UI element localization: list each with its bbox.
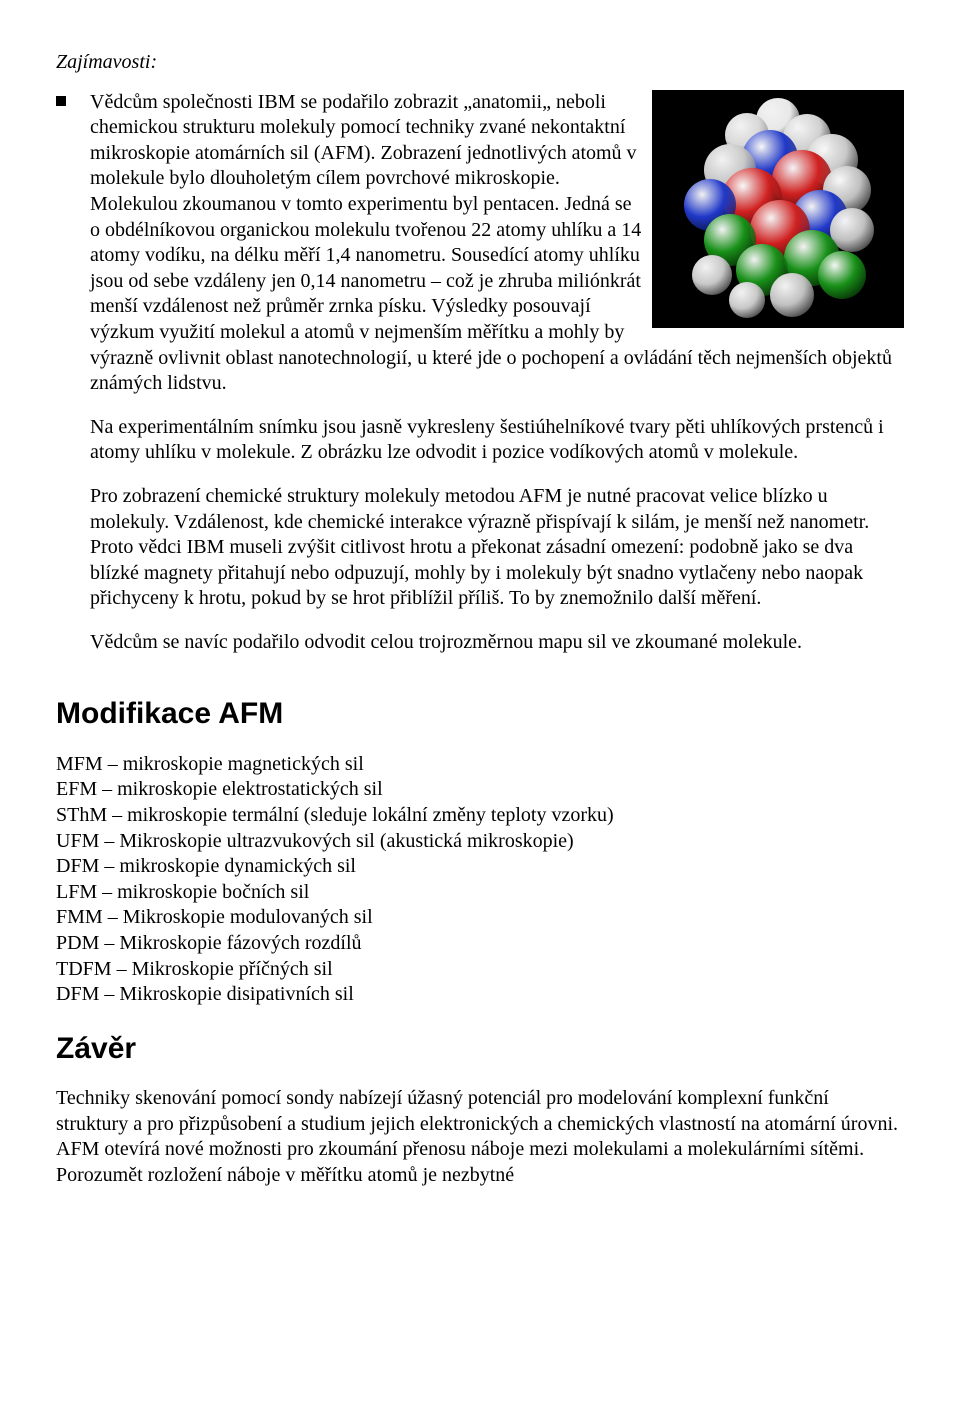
section-title-curiosities: Zajímavosti: xyxy=(56,50,904,76)
bullet-content: Vědcům společnosti IBM se podařilo zobra… xyxy=(90,90,904,674)
atom-sphere xyxy=(692,255,732,295)
list-item: EFM – mikroskopie elektrostatických sil xyxy=(56,777,904,803)
heading-zaver: Závěr xyxy=(56,1030,904,1068)
bullet-item: Vědcům společnosti IBM se podařilo zobra… xyxy=(56,90,904,674)
molecule-illustration xyxy=(652,90,904,328)
paragraph: Na experimentálním snímku jsou jasně vyk… xyxy=(90,415,904,466)
modifikace-list: MFM – mikroskopie magnetických sil EFM –… xyxy=(56,752,904,1008)
paragraph: Pro zobrazení chemické struktury molekul… xyxy=(90,484,904,612)
list-item: FMM – Mikroskopie modulovaných sil xyxy=(56,905,904,931)
list-item: LFM – mikroskopie bočních sil xyxy=(56,880,904,906)
atom-sphere xyxy=(729,282,765,318)
list-item: UFM – Mikroskopie ultrazvukových sil (ak… xyxy=(56,829,904,855)
paragraph: Vědcům se navíc podařilo odvodit celou t… xyxy=(90,630,904,656)
list-item: TDFM – Mikroskopie příčných sil xyxy=(56,957,904,983)
list-item: DFM – Mikroskopie disipativních sil xyxy=(56,982,904,1008)
list-item: PDM – Mikroskopie fázových rozdílů xyxy=(56,931,904,957)
list-item: DFM – mikroskopie dynamických sil xyxy=(56,854,904,880)
list-item: MFM – mikroskopie magnetických sil xyxy=(56,752,904,778)
atom-sphere xyxy=(770,273,814,317)
atom-sphere xyxy=(818,251,866,299)
list-item: SThM – mikroskopie termální (sleduje lok… xyxy=(56,803,904,829)
bullet-marker-icon xyxy=(56,96,66,106)
heading-modifikace: Modifikace AFM xyxy=(56,695,904,733)
paragraph: Techniky skenování pomocí sondy nabízejí… xyxy=(56,1086,904,1188)
